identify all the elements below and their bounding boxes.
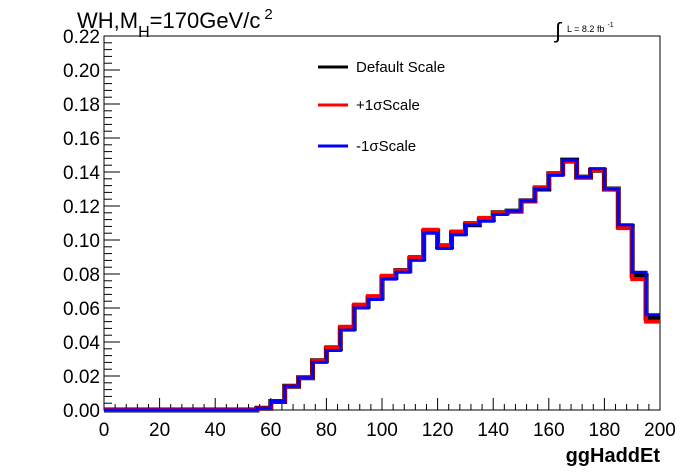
y-tick-label: 0.10 [63, 231, 100, 252]
lumi-integral-sign: ∫ [553, 18, 563, 43]
legend-label-plus-1-sigma: +1σScale [356, 97, 420, 114]
x-axis-title: ggHaddEt [566, 445, 661, 467]
x-tick-label: 80 [316, 420, 337, 441]
x-tick-label: 60 [260, 420, 281, 441]
x-tick-label: 100 [366, 420, 398, 441]
y-tick-label: 0.12 [63, 197, 100, 218]
plot-title-main: WH,M [77, 8, 138, 33]
axis-layer: 0 20 40 60 80 100 120 140 160 180 200 0.00 0.02 0.04 0… [63, 27, 676, 441]
x-tick-label: 0 [99, 420, 110, 441]
y-tick-label: 0.02 [63, 367, 100, 388]
series-layer [104, 157, 660, 413]
x-tick-label: 120 [422, 420, 454, 441]
plot-title-superscript: 2 [264, 6, 272, 23]
plot-title-rest: =170GeV/c [150, 8, 261, 33]
legend: Default Scale +1σScale -1σScale [318, 59, 445, 155]
x-tick-label: 180 [589, 420, 621, 441]
x-tick-label: 20 [149, 420, 170, 441]
legend-label-minus-1-sigma: -1σScale [356, 138, 416, 155]
y-tick-label: 0.14 [63, 163, 100, 184]
legend-label-default-scale: Default Scale [356, 59, 445, 76]
lumi-label-superscript: -1 [607, 22, 613, 29]
x-tick-label: 40 [205, 420, 226, 441]
plot-title-subscript: H [138, 24, 150, 41]
x-tick-label: 200 [644, 420, 676, 441]
y-tick-label: 0.00 [63, 401, 100, 422]
y-tick-label: 0.08 [63, 265, 100, 286]
y-tick-label: 0.20 [63, 61, 100, 82]
y-tick-label: 0.06 [63, 299, 100, 320]
y-tick-label: 0.04 [63, 333, 100, 354]
y-tick-label: 0.22 [63, 27, 100, 48]
x-tick-label: 140 [477, 420, 509, 441]
series-line-minus-1-sigma [104, 158, 660, 412]
plot-frame [103, 35, 661, 411]
y-tick-label: 0.16 [63, 129, 100, 150]
lumi-label-text: L = 8.2 fb [567, 24, 604, 34]
y-tick-label: 0.18 [63, 95, 100, 116]
plot-title: WH,MH=170GeV/c 2 [77, 6, 273, 41]
x-tick-label: 160 [533, 420, 565, 441]
lumi-label: L = 8.2 fb -1 [567, 22, 614, 34]
